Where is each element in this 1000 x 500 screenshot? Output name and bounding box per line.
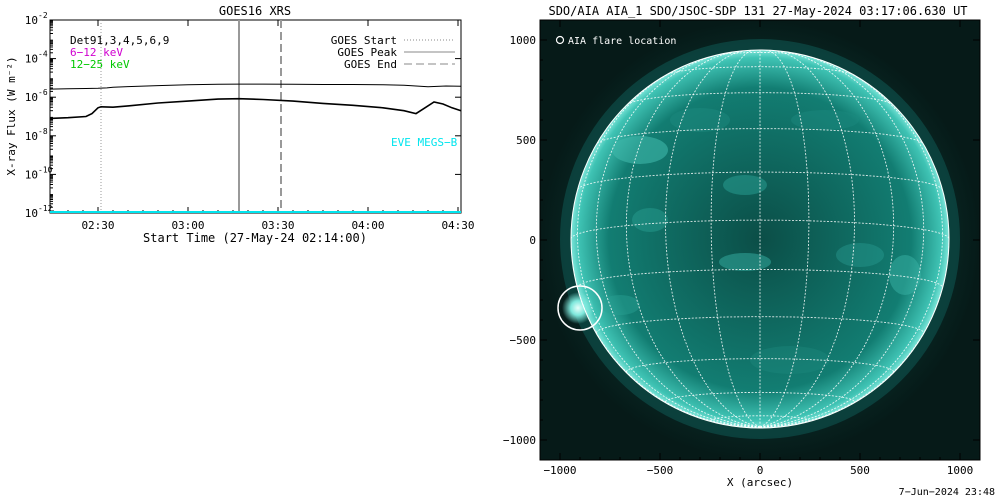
goes-series-group	[49, 83, 462, 213]
longitude-line	[759, 50, 855, 428]
aia-x-tick-label: −500	[647, 464, 674, 477]
footer-timestamp: 7−Jun−2024 23:48	[899, 487, 995, 498]
flare-legend-marker	[555, 35, 565, 45]
goes-x-tick-label: 02:30	[81, 219, 114, 232]
aia-x-axis-label: X (arcsec)	[727, 476, 793, 489]
flare-legend-label: AIA flare location	[568, 36, 676, 47]
goes-y-tick-label: 10	[25, 14, 38, 27]
goes-y-tick-exponent: -2	[38, 11, 48, 20]
longitude-line	[625, 50, 761, 428]
latitude-line	[667, 66, 853, 75]
goes-chart-title: GOES16 XRS	[219, 4, 291, 18]
goes-series-line-1	[49, 97, 462, 120]
aia-x-tick-label: 1000	[947, 464, 974, 477]
goes-plot-frame	[49, 19, 462, 214]
active-regions	[600, 108, 921, 374]
aia-y-tick-label: 500	[516, 134, 536, 147]
longitude-line	[665, 50, 761, 428]
goes-y-tick-exponent: -10	[38, 165, 53, 174]
goes-y-tick-label: 10	[25, 168, 38, 181]
aia-y-tick-label: −1000	[503, 434, 536, 447]
goes-y-tick-exponent: -4	[38, 50, 48, 59]
aia-y-tick-label: −500	[510, 334, 537, 347]
goes-y-tick-label: 10	[25, 91, 38, 104]
goes-y-axis-label: X-ray Flux (W m⁻²)	[5, 56, 18, 175]
latitude-line	[596, 128, 924, 144]
goes-y-tick-exponent: -8	[38, 127, 48, 136]
aia-x-tick-label: −1000	[543, 464, 576, 477]
latitude-line	[577, 171, 943, 190]
goes-x-axis-label: Start Time (27-May-24 02:14:00)	[143, 231, 367, 245]
longitude-line	[710, 50, 761, 428]
aia-chart-title: SDO/AIA AIA_1 SDO/JSOC-SDP 131 27-May-20…	[548, 4, 967, 18]
legend-goes-start: GOES Start	[331, 34, 397, 47]
goes-y-tick-exponent: -6	[38, 88, 48, 97]
aia-x-tick-label: 500	[850, 464, 870, 477]
goes-x-tick-label: 04:00	[351, 219, 384, 232]
longitude-line	[759, 50, 810, 428]
flare-glow	[562, 292, 594, 324]
goes-y-tick-exponent: -12	[38, 204, 53, 213]
legend-goes-end: GOES End	[344, 58, 397, 71]
goes-x-tick-label: 03:00	[171, 219, 204, 232]
aia-y-tick-label: 1000	[510, 34, 537, 47]
longitude-line	[759, 52, 925, 428]
legend-12-25-kev: 12−25 keV	[70, 58, 130, 71]
flare-location-marker	[557, 285, 603, 331]
legend-goes-peak: GOES Peak	[337, 46, 397, 59]
longitude-line	[759, 50, 895, 428]
aia-image-chart: SDO/AIA AIA_1 SDO/JSOC-SDP 131 27-May-20…	[503, 4, 981, 489]
goes-x-tick-label: 04:30	[441, 219, 474, 232]
aia-x-tick-label: 0	[757, 464, 764, 477]
goes-y-tick-label: 10	[25, 130, 38, 143]
limb-outline	[570, 49, 950, 429]
eve-megs-annotation: EVE MEGS−B	[391, 136, 458, 149]
aia-axes: −1000 −500 0 500 1000 −1000 −500 0 500 1000	[503, 19, 981, 477]
legend-6-12-kev: 6−12 keV	[70, 46, 123, 59]
goes-y-tick-label: 10	[25, 207, 38, 220]
goes-x-tick-label: 03:30	[261, 219, 294, 232]
aia-y-tick-label: 0	[529, 234, 536, 247]
legend-detectors: Det91,3,4,5,6,9	[70, 34, 169, 47]
goes-series-line-0	[49, 83, 462, 90]
latitude-line	[715, 52, 805, 56]
longitude-line	[595, 52, 761, 428]
goes-y-tick-label: 10	[25, 53, 38, 66]
goes-event-lines	[100, 20, 282, 213]
